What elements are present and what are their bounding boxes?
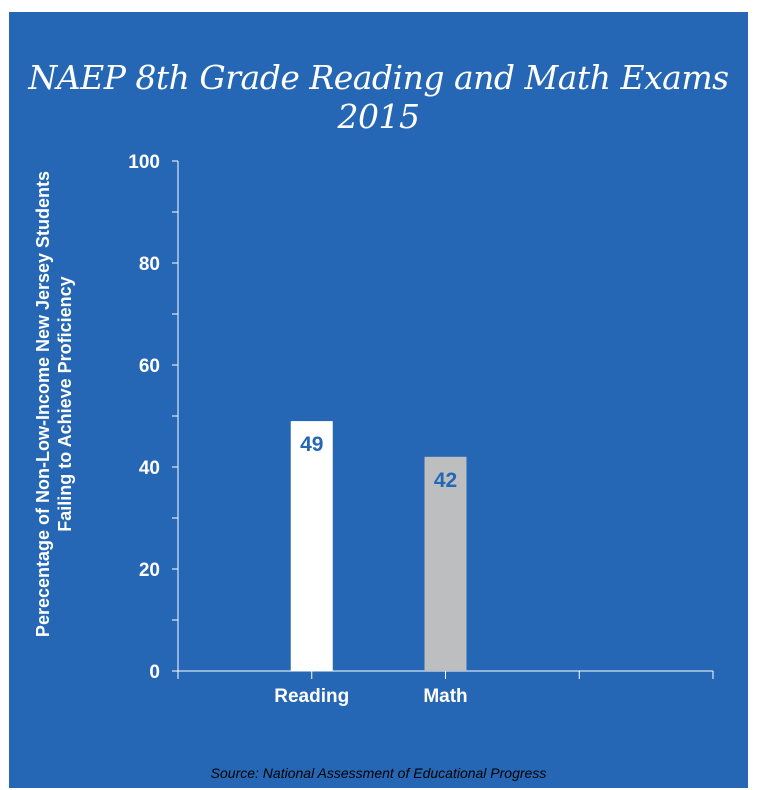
y-tick-label: 80 [139,254,160,275]
bar-value-label: 42 [434,469,457,492]
bar-value-label: 49 [300,433,323,456]
x-tick-label: Reading [274,686,349,707]
y-tick-label: 100 [128,152,160,173]
x-tick-label: Math [423,686,467,707]
chart-panel: NAEP 8th Grade Reading and Math Exams 20… [9,12,748,788]
y-tick-label: 20 [139,560,160,581]
bars [290,421,467,671]
y-tick-label: 0 [149,662,160,683]
y-axis-title-line2: Failing to Achieve Proficiency [55,276,75,531]
bar-reading [290,421,333,671]
y-tick-label: 40 [139,458,160,479]
y-axis-title-line1: Perecentage of Non-Low-Income New Jersey… [33,171,53,637]
bar-chart: 0 20 40 60 80 100 49 Reading 42 Math Perecentage o… [33,152,714,707]
source-note: Source: National Assessment of Education… [210,765,547,781]
axes [172,160,714,679]
axis-labels: 0 20 40 60 80 100 49 Reading 42 Math Perecentage o… [33,152,468,707]
y-tick-label: 60 [139,356,160,377]
bar-math [424,456,467,671]
chart-title: NAEP 8th Grade Reading and Math Exams 20… [28,58,729,136]
